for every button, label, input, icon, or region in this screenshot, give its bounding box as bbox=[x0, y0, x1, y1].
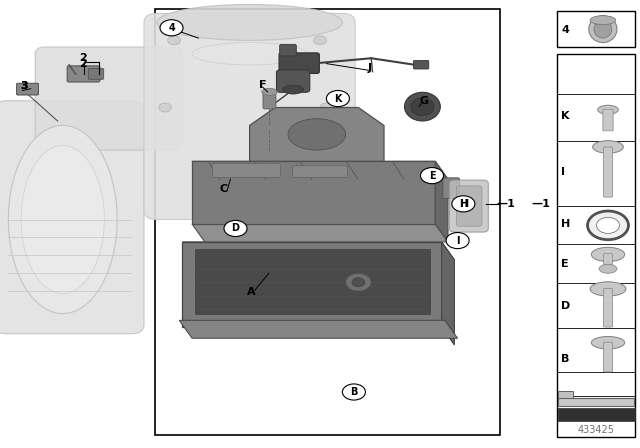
Text: J: J bbox=[367, 63, 371, 73]
Circle shape bbox=[168, 36, 180, 45]
Ellipse shape bbox=[288, 119, 346, 150]
Text: C: C bbox=[220, 184, 228, 194]
FancyBboxPatch shape bbox=[276, 70, 310, 92]
FancyBboxPatch shape bbox=[604, 342, 612, 372]
Circle shape bbox=[346, 273, 371, 291]
Circle shape bbox=[420, 168, 444, 184]
FancyBboxPatch shape bbox=[0, 101, 144, 334]
Polygon shape bbox=[558, 398, 634, 406]
FancyBboxPatch shape bbox=[212, 164, 280, 177]
FancyBboxPatch shape bbox=[292, 166, 348, 177]
FancyBboxPatch shape bbox=[449, 180, 488, 232]
FancyBboxPatch shape bbox=[67, 66, 100, 82]
FancyBboxPatch shape bbox=[604, 147, 612, 197]
Circle shape bbox=[326, 90, 349, 107]
Ellipse shape bbox=[588, 211, 628, 240]
Text: —1: —1 bbox=[532, 199, 550, 209]
Ellipse shape bbox=[192, 43, 307, 65]
Polygon shape bbox=[182, 242, 454, 260]
Circle shape bbox=[224, 220, 247, 237]
Bar bbox=[558, 408, 635, 421]
Polygon shape bbox=[192, 161, 435, 224]
FancyBboxPatch shape bbox=[604, 254, 612, 270]
Text: B: B bbox=[561, 354, 570, 364]
Text: I: I bbox=[561, 168, 565, 177]
Text: K: K bbox=[561, 112, 570, 121]
Circle shape bbox=[314, 36, 326, 45]
Circle shape bbox=[446, 233, 469, 249]
Text: 3: 3 bbox=[20, 81, 28, 91]
Ellipse shape bbox=[591, 336, 625, 349]
Ellipse shape bbox=[598, 105, 618, 114]
Text: A: A bbox=[247, 287, 256, 297]
Circle shape bbox=[352, 278, 365, 287]
FancyBboxPatch shape bbox=[280, 44, 296, 56]
FancyBboxPatch shape bbox=[144, 13, 355, 220]
Polygon shape bbox=[435, 161, 448, 242]
Text: 2: 2 bbox=[79, 59, 87, 69]
FancyBboxPatch shape bbox=[413, 60, 429, 69]
Text: 4: 4 bbox=[168, 23, 175, 33]
Polygon shape bbox=[179, 320, 458, 338]
Polygon shape bbox=[558, 391, 573, 398]
Ellipse shape bbox=[591, 247, 625, 262]
FancyBboxPatch shape bbox=[604, 289, 612, 327]
FancyBboxPatch shape bbox=[443, 178, 460, 198]
Ellipse shape bbox=[594, 20, 612, 38]
FancyBboxPatch shape bbox=[263, 90, 276, 109]
FancyBboxPatch shape bbox=[603, 109, 613, 131]
Text: D: D bbox=[561, 301, 570, 310]
Text: H: H bbox=[460, 199, 469, 209]
Text: I: I bbox=[456, 236, 460, 246]
Circle shape bbox=[342, 384, 365, 400]
Text: K: K bbox=[334, 94, 342, 103]
FancyBboxPatch shape bbox=[456, 186, 482, 226]
Ellipse shape bbox=[21, 146, 104, 293]
Text: 433425: 433425 bbox=[577, 425, 614, 435]
Ellipse shape bbox=[157, 4, 342, 40]
Circle shape bbox=[452, 196, 475, 212]
Ellipse shape bbox=[404, 92, 440, 121]
Polygon shape bbox=[250, 108, 384, 161]
Text: 3: 3 bbox=[20, 81, 28, 91]
Text: F: F bbox=[259, 80, 266, 90]
Ellipse shape bbox=[596, 217, 620, 233]
Text: H: H bbox=[561, 219, 570, 229]
Bar bbox=[155, 9, 500, 435]
Polygon shape bbox=[192, 161, 448, 179]
Ellipse shape bbox=[8, 125, 117, 314]
Polygon shape bbox=[442, 242, 454, 345]
Ellipse shape bbox=[262, 88, 277, 95]
Bar bbox=[557, 54, 635, 437]
FancyBboxPatch shape bbox=[279, 53, 319, 73]
Text: —1: —1 bbox=[496, 199, 515, 209]
FancyBboxPatch shape bbox=[35, 47, 182, 150]
Text: 4: 4 bbox=[561, 26, 569, 35]
Text: D: D bbox=[232, 224, 239, 233]
Ellipse shape bbox=[589, 16, 617, 43]
Text: E: E bbox=[429, 171, 435, 181]
Text: 2: 2 bbox=[79, 53, 87, 63]
Circle shape bbox=[159, 103, 172, 112]
Polygon shape bbox=[182, 242, 442, 327]
Bar bbox=[557, 11, 635, 47]
Text: B: B bbox=[350, 387, 358, 397]
Ellipse shape bbox=[593, 141, 623, 153]
Ellipse shape bbox=[590, 16, 616, 25]
Ellipse shape bbox=[411, 98, 434, 116]
Text: G: G bbox=[420, 96, 429, 106]
Ellipse shape bbox=[590, 282, 626, 296]
Circle shape bbox=[160, 20, 183, 36]
FancyBboxPatch shape bbox=[88, 69, 104, 79]
Ellipse shape bbox=[599, 264, 617, 273]
Text: H: H bbox=[460, 199, 467, 209]
Circle shape bbox=[320, 103, 333, 112]
Text: E: E bbox=[561, 259, 569, 269]
FancyBboxPatch shape bbox=[17, 83, 38, 95]
Polygon shape bbox=[195, 249, 430, 314]
Polygon shape bbox=[192, 224, 448, 242]
Ellipse shape bbox=[283, 85, 303, 94]
